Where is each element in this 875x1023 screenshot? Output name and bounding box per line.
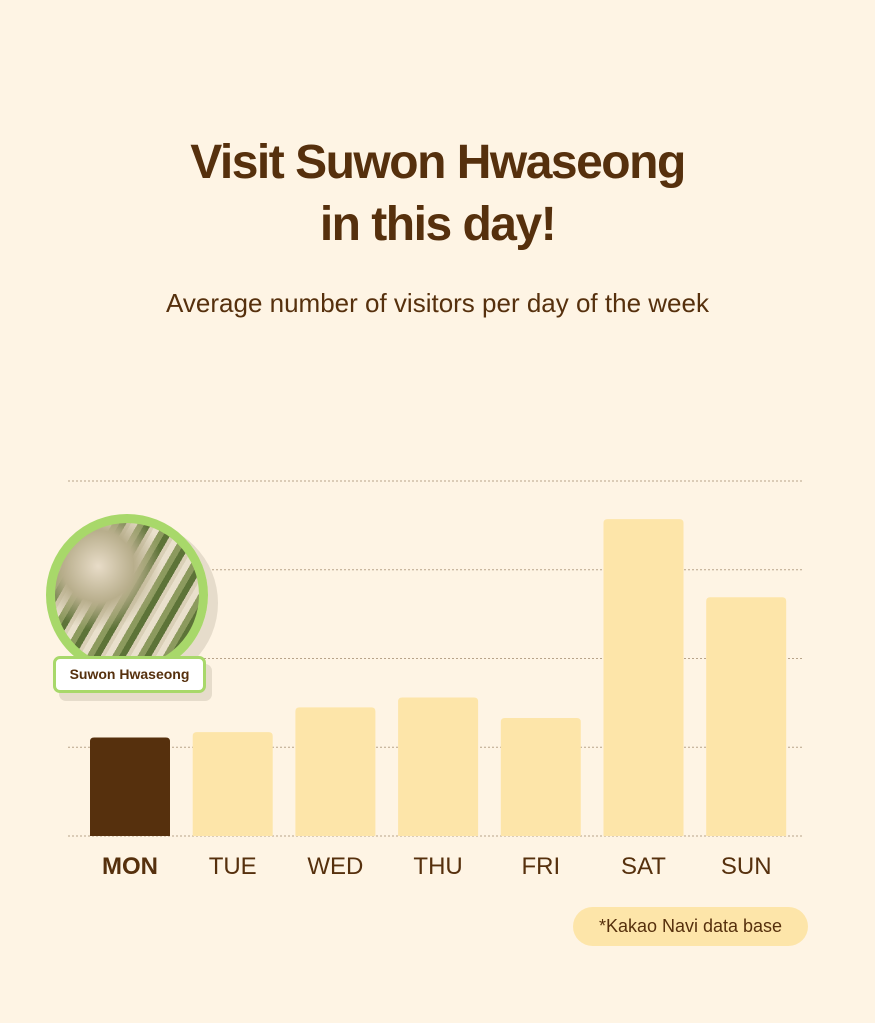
x-tick-label: WED	[307, 853, 363, 880]
title-line-1: Visit Suwon Hwaseong	[190, 136, 686, 189]
bar-thu	[398, 697, 479, 836]
x-tick-label: SAT	[621, 853, 666, 880]
bar-fri	[500, 717, 581, 836]
bar-mon	[90, 737, 170, 836]
bar-sun	[706, 597, 787, 836]
x-tick-label: TUE	[209, 853, 257, 880]
location-tag: Suwon Hwaseong	[53, 656, 206, 693]
data-source-badge: *Kakao Navi data base	[573, 907, 808, 946]
bar-tue	[192, 732, 273, 836]
page-title: Visit Suwon Hwaseong in this day!	[0, 132, 875, 256]
x-tick-label: SUN	[721, 853, 772, 880]
x-tick-label: MON	[102, 853, 158, 880]
bar-sat	[603, 519, 684, 836]
x-tick-label: THU	[413, 853, 462, 880]
subtitle: Average number of visitors per day of th…	[166, 288, 709, 318]
title-line-2: in this day!	[319, 198, 557, 251]
bar-wed	[295, 707, 376, 836]
x-tick-label: FRI	[521, 853, 560, 880]
suwon-hwaseong-photo	[46, 514, 208, 676]
